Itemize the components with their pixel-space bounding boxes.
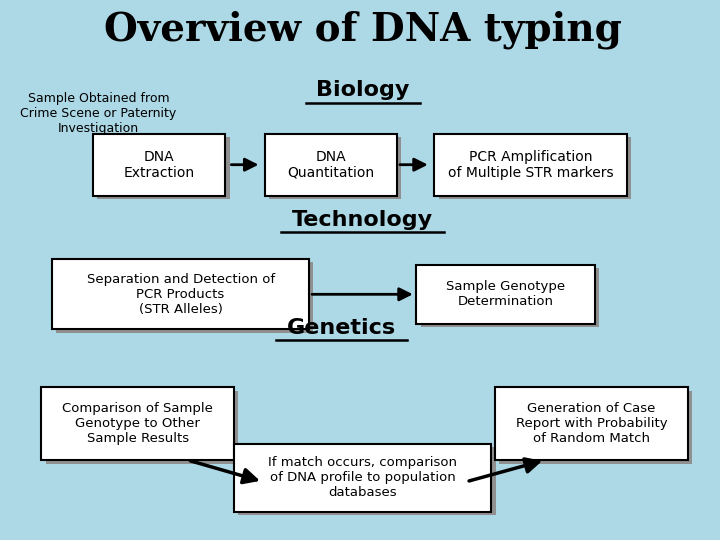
Text: Technology: Technology (292, 210, 433, 230)
Text: Comparison of Sample
Genotype to Other
Sample Results: Comparison of Sample Genotype to Other S… (63, 402, 213, 446)
FancyBboxPatch shape (45, 391, 238, 463)
Text: Sample Genotype
Determination: Sample Genotype Determination (446, 280, 565, 308)
Text: Sample Obtained from
Crime Scene or Paternity
Investigation: Sample Obtained from Crime Scene or Pate… (20, 92, 176, 135)
Text: Biology: Biology (316, 80, 410, 100)
FancyBboxPatch shape (97, 137, 230, 199)
Text: Genetics: Genetics (287, 318, 396, 338)
Text: Overview of DNA typing: Overview of DNA typing (104, 10, 622, 49)
FancyBboxPatch shape (56, 262, 313, 333)
FancyBboxPatch shape (416, 265, 595, 324)
FancyBboxPatch shape (434, 134, 627, 195)
FancyBboxPatch shape (495, 388, 688, 460)
FancyBboxPatch shape (93, 134, 225, 195)
Text: Generation of Case
Report with Probability
of Random Match: Generation of Case Report with Probabili… (516, 402, 667, 446)
FancyBboxPatch shape (238, 447, 495, 515)
FancyBboxPatch shape (264, 134, 397, 195)
FancyBboxPatch shape (52, 259, 309, 329)
FancyBboxPatch shape (234, 444, 491, 512)
Text: If match occurs, comparison
of DNA profile to population
databases: If match occurs, comparison of DNA profi… (269, 456, 457, 500)
FancyBboxPatch shape (438, 137, 631, 199)
Text: Separation and Detection of
PCR Products
(STR Alleles): Separation and Detection of PCR Products… (86, 273, 274, 316)
Text: DNA
Extraction: DNA Extraction (124, 150, 194, 180)
FancyBboxPatch shape (499, 391, 692, 463)
FancyBboxPatch shape (41, 388, 234, 460)
Text: DNA
Quantitation: DNA Quantitation (287, 150, 374, 180)
FancyBboxPatch shape (420, 268, 599, 327)
FancyBboxPatch shape (269, 137, 401, 199)
Text: PCR Amplification
of Multiple STR markers: PCR Amplification of Multiple STR marker… (448, 150, 613, 180)
